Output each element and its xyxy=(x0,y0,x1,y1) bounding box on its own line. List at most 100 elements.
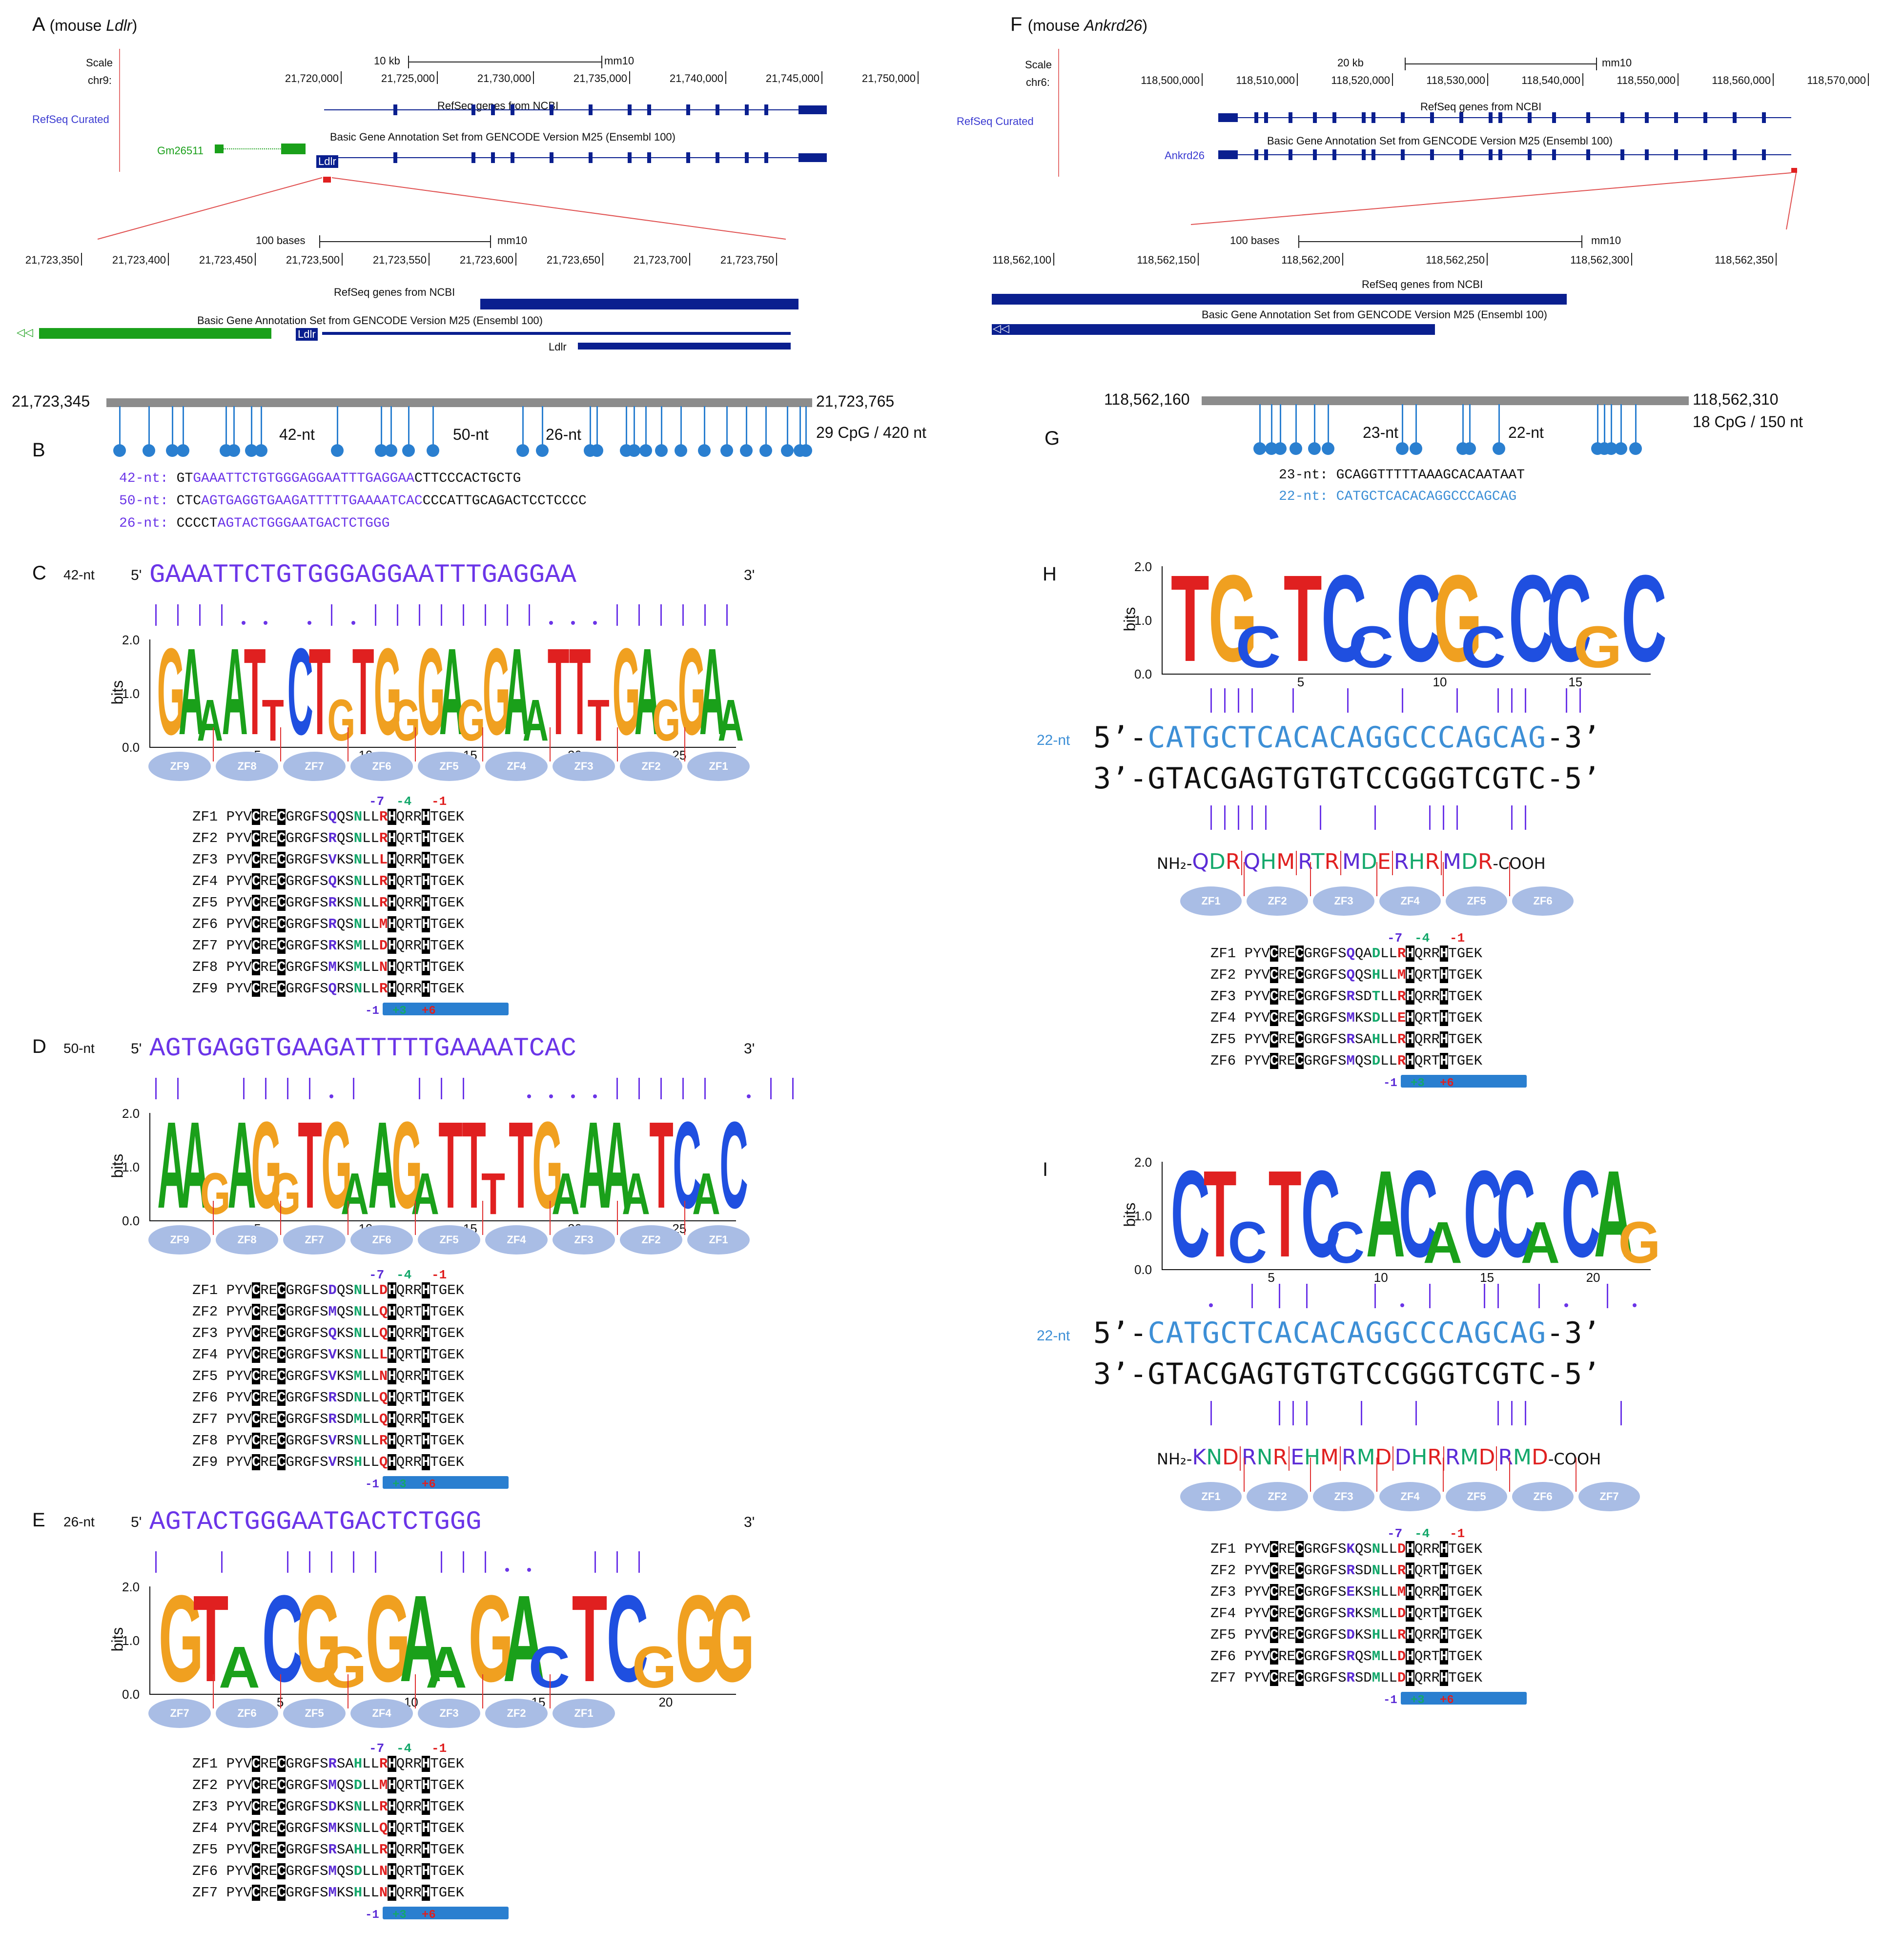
helix-label-2: +3 xyxy=(1411,1077,1425,1090)
match-bar xyxy=(485,604,486,626)
logo-letter: A xyxy=(522,687,549,754)
logo-ytick: 1.0 xyxy=(122,686,140,701)
res-mid: QS xyxy=(1354,1541,1372,1557)
res-ll: LL xyxy=(1380,1584,1397,1600)
his2: H xyxy=(1439,967,1449,983)
match-bar xyxy=(441,604,442,626)
cys2: C xyxy=(1295,946,1304,962)
gene-gm26511[interactable]: Gm26511 xyxy=(157,144,204,157)
logo-letter: G xyxy=(321,1095,352,1234)
res-minus4: N xyxy=(353,873,363,889)
gene-ankrd26[interactable]: Ankrd26 xyxy=(1165,149,1205,162)
zf-name: ZF4 xyxy=(1210,1605,1236,1622)
his2: H xyxy=(421,1799,430,1815)
exon xyxy=(1528,112,1532,123)
cys1: C xyxy=(251,1820,261,1836)
seg-22nt: 22-nt xyxy=(1508,424,1544,441)
position-labels: -7 -4 -1 xyxy=(1210,927,1482,946)
his1: H xyxy=(388,1820,396,1836)
zf-boundary xyxy=(684,727,685,761)
his2: H xyxy=(421,1390,430,1406)
zoom-gencode-f: Basic Gene Annotation Set from GENCODE V… xyxy=(1202,308,1547,321)
his2: H xyxy=(1439,1627,1449,1643)
partial-match-dot xyxy=(527,1568,531,1572)
track-refseq-curated[interactable]: RefSeq Curated xyxy=(32,113,109,125)
logo-letter: G xyxy=(675,1569,721,1707)
five-prime: 5' xyxy=(131,1041,142,1057)
res-ll: LL xyxy=(1380,1648,1397,1665)
exon xyxy=(1430,149,1434,160)
his2: H xyxy=(421,1282,430,1298)
exon xyxy=(1620,112,1624,123)
his-gap: T xyxy=(413,1304,422,1320)
protein-residue: R xyxy=(1298,849,1311,874)
tick-label: 118,540,000 xyxy=(1521,74,1580,86)
panel-a-letter: A (mouse Ldlr) xyxy=(32,14,138,35)
cys1: C xyxy=(251,1282,261,1298)
zoom-gene-ldlr-1[interactable]: Ldlr xyxy=(296,328,318,341)
partial-match-dot xyxy=(505,1568,509,1572)
top-strand: 5’-CATGCTCACACAGGCCCAGCAG-3’ xyxy=(1093,720,1600,755)
gene-ldlr-label[interactable]: Ldlr xyxy=(316,155,338,168)
match-bar xyxy=(1279,1401,1280,1425)
exon xyxy=(1498,112,1502,123)
res-ll: LL xyxy=(362,1282,379,1298)
target-sequence: AGTACTGGGAATGACTCTGGG xyxy=(149,1507,482,1537)
zf-name: ZF7 xyxy=(192,1885,218,1901)
zf-name: ZF2 xyxy=(192,1304,218,1320)
res-ll: LL xyxy=(362,1885,379,1901)
tick-mark xyxy=(1773,73,1774,86)
his2: H xyxy=(1439,1563,1449,1579)
zf-domain: ZF1 xyxy=(553,1699,615,1728)
res-minus4: H xyxy=(353,1842,363,1858)
exon xyxy=(686,104,690,115)
res-ll: LL xyxy=(362,916,379,932)
track-refseq-curated-f[interactable]: RefSeq Curated xyxy=(957,115,1034,127)
res-mid: SD xyxy=(1354,1670,1372,1686)
res-minus4: N xyxy=(353,895,363,911)
cpg-site xyxy=(698,444,711,457)
match-bar xyxy=(1538,1284,1540,1308)
res-minus7: R xyxy=(328,1411,337,1427)
res-ll: LL xyxy=(362,1368,379,1384)
match-bar xyxy=(155,1078,157,1099)
helix-label-2: +3 xyxy=(1411,1694,1425,1707)
zf-domain: ZF6 xyxy=(350,752,413,781)
res-ll: LL xyxy=(362,873,379,889)
protein-residue: D xyxy=(1461,849,1478,874)
zf-alignment: -7 -4 -1 ZF1 PYVCRECGRGFSRSAHLLRHQRRHTGEK ZF… xyxy=(192,1738,509,1923)
res-minus4: H xyxy=(353,1885,363,1901)
logo-letter: A xyxy=(717,687,744,754)
match-bar xyxy=(1306,1284,1308,1308)
cys2: C xyxy=(277,1282,286,1298)
zf-domain: ZF1 xyxy=(1180,1482,1242,1511)
panel-letter: I xyxy=(1043,1159,1048,1180)
res-minus4: D xyxy=(1372,946,1381,962)
cpg-site xyxy=(655,444,668,457)
his1: H xyxy=(388,959,396,975)
logo-letter: G xyxy=(296,1569,342,1707)
cys2: C xyxy=(277,1842,286,1858)
exon xyxy=(550,104,553,115)
zf-row: ZF4 PYVCRECGRGFSVKSNLLLHQRTHTGEK xyxy=(192,1347,464,1363)
match-bar xyxy=(265,1078,266,1099)
match-bar xyxy=(375,604,376,626)
res-ll: LL xyxy=(362,1433,379,1449)
his1: H xyxy=(1406,1584,1414,1600)
match-bar xyxy=(1525,688,1526,713)
exon xyxy=(745,152,749,163)
logo-letter: G xyxy=(157,622,185,761)
his-gap: T xyxy=(413,1820,422,1836)
res-minus4: N xyxy=(353,1304,363,1320)
zf-boundary xyxy=(280,1674,281,1708)
exon xyxy=(1332,112,1336,123)
his2: H xyxy=(1439,946,1449,962)
logo-letter: A xyxy=(1423,1209,1463,1276)
zf-row: ZF7 PYVCRECGRGFSRSDMLLDHQRRHTGEK xyxy=(1210,1670,1482,1686)
zoom-gene-ldlr-2[interactable]: Ldlr xyxy=(549,341,567,353)
his1: H xyxy=(388,1454,396,1470)
res-minus7: M xyxy=(1346,1010,1355,1026)
match-bar xyxy=(463,1551,464,1573)
res-minus1: Q xyxy=(379,1411,388,1427)
zf-boundary xyxy=(1244,1458,1245,1492)
